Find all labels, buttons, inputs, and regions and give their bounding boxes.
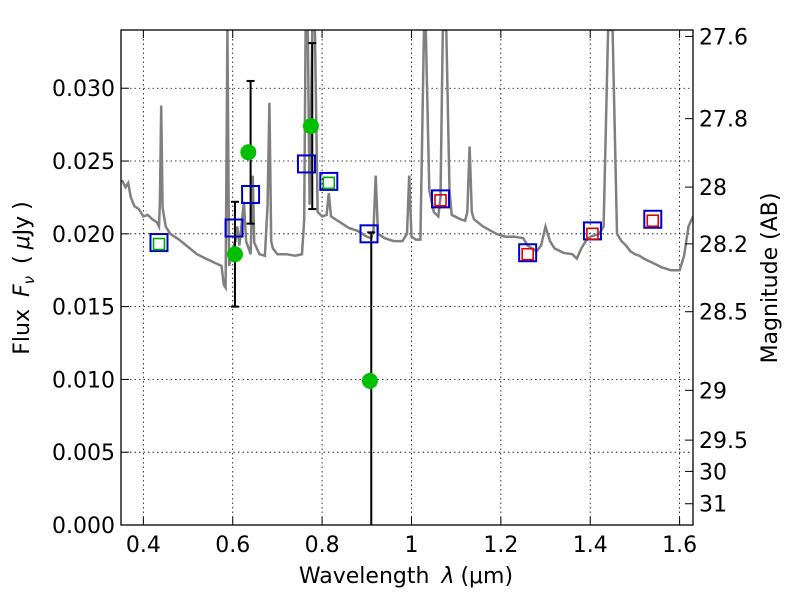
y-tick-label: 0.025 — [52, 150, 115, 175]
y-tick-label: 0.015 — [52, 296, 115, 321]
right-magnitude-axis-ticks: 27.6 27.8 28 28.2 28.5 29 29.5 30 31 — [685, 25, 748, 518]
model-photometry-square — [241, 185, 261, 205]
model-photometry-square — [518, 243, 538, 263]
model-photometry-square — [296, 154, 316, 174]
model-photometry-square — [319, 171, 339, 191]
inner-photometry-square — [434, 194, 447, 207]
x-tick-label: 0.4 — [126, 533, 161, 558]
model-photometry-square — [643, 209, 663, 229]
y2-tick-label: 30 — [699, 460, 727, 485]
model-photometry-squares — [149, 154, 663, 263]
observed-flux-points — [226, 118, 378, 389]
model-sed-line — [121, 30, 693, 293]
x-axis-ticks: 0.4 0.6 0.8 1 1.2 1.4 1.6 — [126, 30, 697, 558]
y2-tick-label: 31 — [699, 493, 727, 518]
inner-photometry-square — [521, 247, 534, 261]
inner-photometry-square — [586, 227, 599, 241]
observed-flux-point — [240, 144, 257, 161]
y2-tick-label: 28.5 — [699, 301, 748, 326]
inner-photometry-square — [152, 237, 166, 251]
error-bars — [230, 42, 376, 525]
y-tick-label: 0.030 — [52, 77, 115, 102]
grid-lines — [121, 30, 693, 526]
y-tick-label: 0.010 — [52, 368, 115, 393]
x-tick-label: 1.4 — [573, 533, 608, 558]
x-tick-label: 1 — [404, 533, 418, 558]
model-photometry-square — [224, 218, 244, 238]
x-tick-label: 0.6 — [215, 533, 250, 558]
x-tick-label: 0.8 — [305, 533, 340, 558]
observed-flux-point — [361, 372, 378, 389]
y2-tick-label: 29.5 — [699, 429, 748, 454]
y2-tick-label: 29 — [699, 379, 727, 404]
y-tick-label: 0.005 — [52, 441, 115, 466]
y-tick-label: 0.000 — [52, 514, 115, 539]
y2-tick-label: 28 — [699, 176, 727, 201]
observed-flux-point — [302, 118, 319, 135]
model-photometry-square — [149, 233, 169, 253]
y-axis-label: FluxFν(μJy) — [10, 201, 38, 354]
y-axis-ticks: 0.000 0.005 0.010 0.015 0.020 0.025 0.030 — [52, 77, 129, 539]
y2-tick-label: 27.6 — [699, 25, 748, 50]
inner-photometry-square — [322, 176, 336, 190]
y2-tick-label: 28.2 — [699, 233, 748, 258]
x-axis-label: Wavelength λ (μm) — [299, 564, 513, 589]
model-photometry-square — [431, 189, 451, 209]
plot-area — [121, 30, 693, 525]
x-tick-label: 1.2 — [483, 533, 518, 558]
y2-tick-label: 27.8 — [699, 108, 748, 133]
model-photometry-square — [359, 224, 379, 244]
inner-photometry-square — [646, 214, 660, 228]
y2-axis-label: Magnitude (AB) — [758, 193, 783, 364]
y-tick-label: 0.020 — [52, 223, 115, 248]
observed-flux-point — [226, 246, 243, 263]
x-tick-label: 1.6 — [662, 533, 697, 558]
axes-frame — [120, 29, 694, 526]
